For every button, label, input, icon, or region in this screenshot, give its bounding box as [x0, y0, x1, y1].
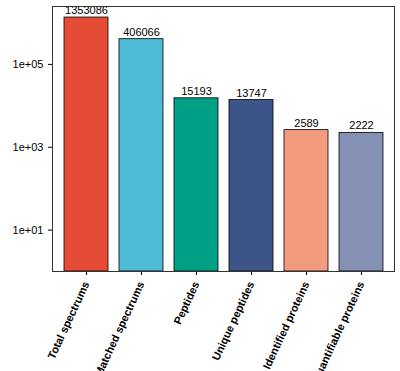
- svg-text:2589: 2589: [294, 117, 318, 129]
- svg-text:Matched spectrums: Matched spectrums: [92, 279, 147, 371]
- svg-text:1e+05: 1e+05: [13, 58, 44, 70]
- svg-text:13747: 13747: [236, 87, 267, 99]
- svg-text:1e+03: 1e+03: [13, 141, 44, 153]
- svg-text:1353086: 1353086: [65, 4, 108, 16]
- svg-text:Quantifiable proteins: Quantifiable proteins: [309, 279, 366, 371]
- svg-text:Identified proteins: Identified proteins: [260, 279, 311, 370]
- svg-text:15193: 15193: [181, 85, 212, 97]
- svg-text:Peptides: Peptides: [171, 279, 201, 326]
- svg-text:Unique peptides: Unique peptides: [209, 279, 256, 362]
- svg-text:Total spectrums: Total spectrums: [45, 279, 91, 360]
- svg-text:406066: 406066: [123, 26, 160, 38]
- svg-text:2222: 2222: [349, 119, 373, 131]
- svg-text:1e+01: 1e+01: [13, 224, 44, 236]
